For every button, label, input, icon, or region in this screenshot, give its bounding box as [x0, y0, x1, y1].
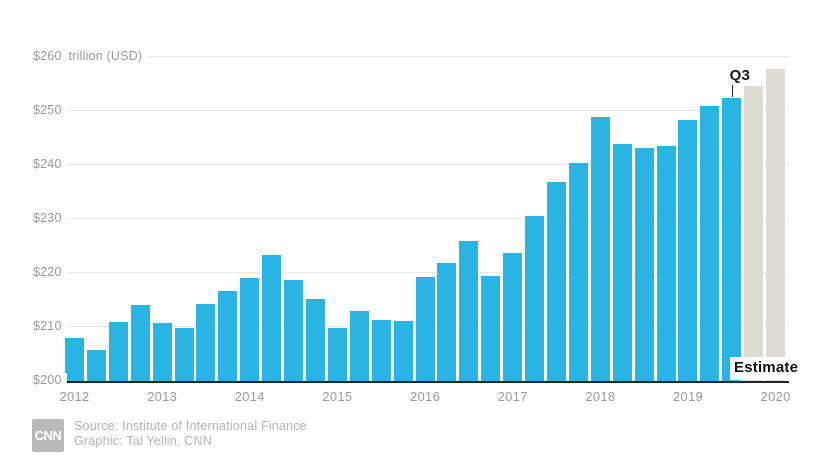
bar-2020[interactable] — [766, 68, 786, 381]
bar-2014-q3[interactable] — [284, 279, 304, 381]
bar-2018-q4[interactable] — [656, 145, 676, 381]
bar-2013-q3[interactable] — [196, 304, 216, 381]
y-tick-label-260: $260 trillion (USD) — [33, 49, 148, 63]
bar-2019-q4[interactable] — [744, 86, 764, 381]
bar-2017-q1[interactable] — [503, 253, 523, 381]
bar-2013-q4[interactable] — [218, 291, 238, 381]
x-tick-label-2014: 2014 — [234, 389, 265, 404]
bar-2019-q3[interactable] — [722, 97, 742, 381]
gridline-220 — [62, 272, 789, 273]
bar-2014-q2[interactable] — [262, 254, 282, 381]
x-tick-label-2013: 2013 — [147, 389, 178, 404]
source-credit-text: Source: Institute of International Finan… — [74, 419, 307, 448]
q3-annotation-connector-line — [731, 85, 734, 97]
bar-2018-q1[interactable] — [590, 116, 610, 381]
cnn-logo: CNN — [32, 419, 64, 452]
x-axis-line — [62, 381, 789, 383]
gridline-240 — [62, 164, 789, 165]
gridline-250 — [62, 110, 789, 111]
x-tick-label-2020: 2020 — [760, 389, 791, 404]
bar-2019-q2[interactable] — [700, 106, 720, 381]
y-tick-label-230: $230 — [33, 211, 67, 225]
bar-2015-q3[interactable] — [371, 320, 391, 381]
gridline-230 — [62, 218, 789, 219]
estimate-annotation-label: Estimate — [730, 357, 801, 380]
bar-2014-q4[interactable] — [306, 298, 325, 381]
y-tick-label-200: $200 — [33, 373, 67, 387]
x-tick-label-2019: 2019 — [672, 389, 704, 404]
credit-line: Graphic: Tal Yellin, CNN — [74, 433, 212, 448]
y-tick-label-250: $250 — [33, 103, 67, 117]
x-tick-label-2017: 2017 — [497, 389, 528, 404]
bar-2014-q1[interactable] — [240, 277, 260, 381]
source-line: Source: Institute of International Finan… — [74, 419, 307, 433]
bar-2016-q3[interactable] — [459, 241, 479, 381]
bar-2012-q1[interactable] — [65, 337, 84, 381]
plot-area — [62, 56, 789, 381]
bar-2017-q3[interactable] — [547, 181, 567, 381]
x-tick-label-2015: 2015 — [322, 389, 353, 404]
y-tick-label-220: $220 — [33, 265, 67, 279]
bar-2013-q1[interactable] — [152, 322, 172, 381]
bar-2016-q4[interactable] — [481, 276, 501, 381]
bar-2018-q3[interactable] — [634, 147, 654, 381]
x-tick-label-2016: 2016 — [409, 389, 441, 404]
bar-2016-q1[interactable] — [415, 276, 435, 381]
bar-2017-q4[interactable] — [568, 163, 588, 381]
bar-2017-q2[interactable] — [525, 215, 545, 381]
x-tick-label-2018: 2018 — [585, 389, 616, 404]
bar-2016-q2[interactable] — [437, 263, 457, 381]
bar-2018-q2[interactable] — [612, 143, 632, 381]
gridline-260 — [62, 56, 789, 57]
bar-2015-q4[interactable] — [393, 321, 413, 381]
bar-2012-q3[interactable] — [108, 321, 128, 381]
bar-2015-q2[interactable] — [349, 310, 369, 381]
q3-annotation-label: Q3 — [729, 67, 751, 84]
y-axis-unit-label: trillion (USD) — [68, 49, 143, 63]
y-tick-label-210: $210 — [33, 319, 67, 333]
bar-2019-q1[interactable] — [678, 120, 698, 381]
bar-2013-q2[interactable] — [174, 327, 194, 381]
bar-2015-q1[interactable] — [327, 327, 347, 381]
x-tick-label-2012: 2012 — [59, 389, 90, 404]
bar-2012-q4[interactable] — [130, 305, 150, 381]
y-tick-label-240: $240 — [33, 157, 67, 171]
bar-2012-q2[interactable] — [86, 350, 106, 381]
